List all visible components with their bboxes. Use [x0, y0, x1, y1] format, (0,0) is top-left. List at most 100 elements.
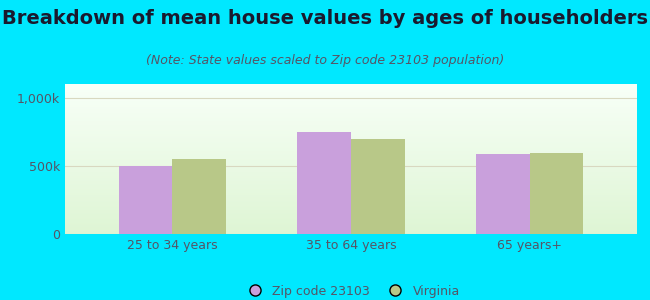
Bar [65, 232, 637, 233]
Bar [65, 182, 637, 183]
Bar [65, 220, 637, 221]
Bar [65, 200, 637, 201]
Bar [65, 140, 637, 141]
Bar [65, 98, 637, 99]
Bar [65, 224, 637, 225]
Bar [65, 130, 637, 131]
Bar [65, 99, 637, 100]
Bar [65, 177, 637, 178]
Bar [65, 93, 637, 94]
Bar [65, 131, 637, 132]
Bar [65, 199, 637, 200]
Bar [65, 179, 637, 180]
Bar [65, 86, 637, 87]
Bar [65, 123, 637, 124]
Bar [65, 198, 637, 199]
Bar [65, 176, 637, 177]
Bar [65, 218, 637, 219]
Bar [65, 194, 637, 195]
Bar [65, 184, 637, 185]
Bar [65, 87, 637, 88]
Bar [65, 205, 637, 206]
Bar [65, 111, 637, 112]
Bar [65, 219, 637, 220]
Bar [65, 120, 637, 121]
Bar [65, 114, 637, 115]
Bar [65, 146, 637, 147]
Bar [65, 160, 637, 161]
Bar [65, 181, 637, 182]
Bar [65, 95, 637, 96]
Bar [65, 178, 637, 179]
Bar [65, 149, 637, 150]
Bar [65, 153, 637, 154]
Bar [65, 135, 637, 136]
Bar [65, 207, 637, 208]
Bar [65, 202, 637, 203]
Bar [65, 141, 637, 142]
Bar [65, 102, 637, 103]
Bar [65, 172, 637, 173]
Bar [65, 150, 637, 151]
Bar [65, 204, 637, 205]
Bar [65, 108, 637, 109]
Bar [65, 185, 637, 186]
Bar [65, 113, 637, 114]
Bar [65, 197, 637, 198]
Bar [65, 187, 637, 188]
Bar [65, 132, 637, 133]
Bar [65, 154, 637, 155]
Bar [65, 192, 637, 193]
Bar [65, 161, 637, 162]
Bar [65, 112, 637, 113]
Bar [65, 125, 637, 126]
Bar [65, 136, 637, 137]
Bar [65, 128, 637, 129]
Bar [65, 100, 637, 101]
Bar [65, 133, 637, 134]
Bar [65, 144, 637, 145]
Bar [65, 117, 637, 118]
Bar [65, 221, 637, 222]
Bar [65, 189, 637, 190]
Bar [65, 191, 637, 192]
Bar [65, 163, 637, 164]
Bar [65, 96, 637, 97]
Bar [65, 168, 637, 169]
Bar [65, 222, 637, 223]
Bar [65, 210, 637, 211]
Bar [65, 216, 637, 217]
Bar [65, 139, 637, 140]
Bar [65, 170, 637, 171]
Bar [476, 154, 530, 234]
Bar [65, 110, 637, 111]
Bar [65, 229, 637, 230]
Bar [65, 201, 637, 202]
Bar [65, 158, 637, 159]
Bar [65, 196, 637, 197]
Bar [65, 233, 637, 234]
Bar [65, 190, 637, 191]
Bar [65, 121, 637, 122]
Bar [65, 88, 637, 89]
Bar [65, 142, 637, 143]
Bar [65, 171, 637, 172]
Bar [65, 167, 637, 168]
Bar [65, 228, 637, 229]
Bar [65, 193, 637, 194]
Bar [65, 145, 637, 146]
Bar [65, 147, 637, 148]
Bar [65, 206, 637, 207]
Bar [65, 208, 637, 209]
Bar [65, 94, 637, 95]
Bar [65, 85, 637, 86]
Bar [65, 164, 637, 165]
Bar [65, 195, 637, 196]
Bar [65, 134, 637, 135]
Bar [65, 231, 637, 232]
Bar [65, 104, 637, 105]
Bar [65, 157, 637, 158]
Bar [65, 188, 637, 189]
Bar [65, 105, 637, 106]
Bar [65, 203, 637, 204]
